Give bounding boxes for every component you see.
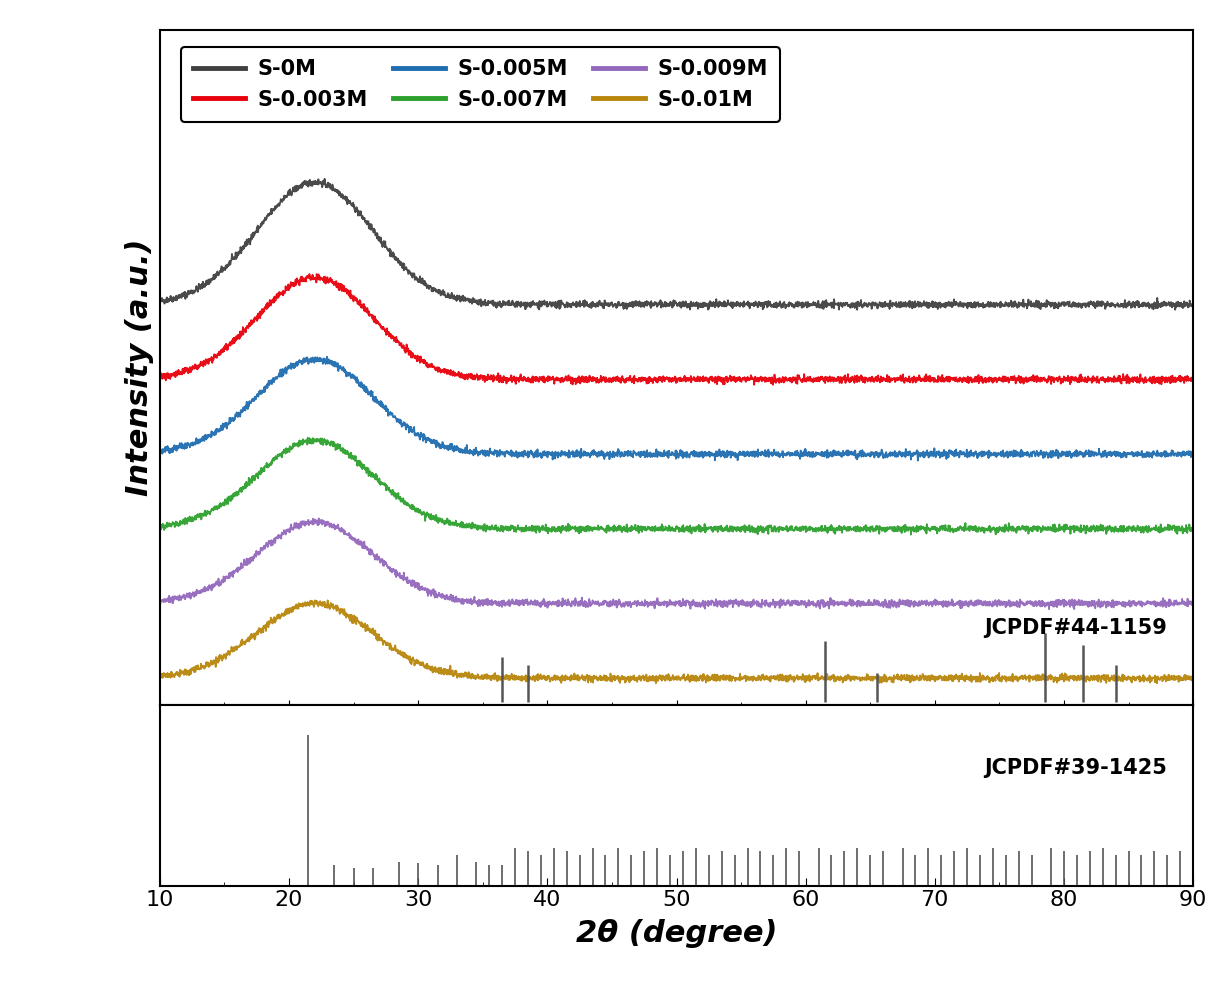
X-axis label: 2θ (degree): 2θ (degree) bbox=[576, 919, 777, 948]
Y-axis label: Intensity (a.u.): Intensity (a.u.) bbox=[125, 239, 154, 496]
Text: JCPDF#39-1425: JCPDF#39-1425 bbox=[984, 759, 1167, 778]
Text: JCPDF#44-1159: JCPDF#44-1159 bbox=[984, 618, 1167, 638]
Legend: S-0M, S-0.003M, S-0.005M, S-0.007M, S-0.009M, S-0.01M: S-0M, S-0.003M, S-0.005M, S-0.007M, S-0.… bbox=[181, 46, 780, 122]
